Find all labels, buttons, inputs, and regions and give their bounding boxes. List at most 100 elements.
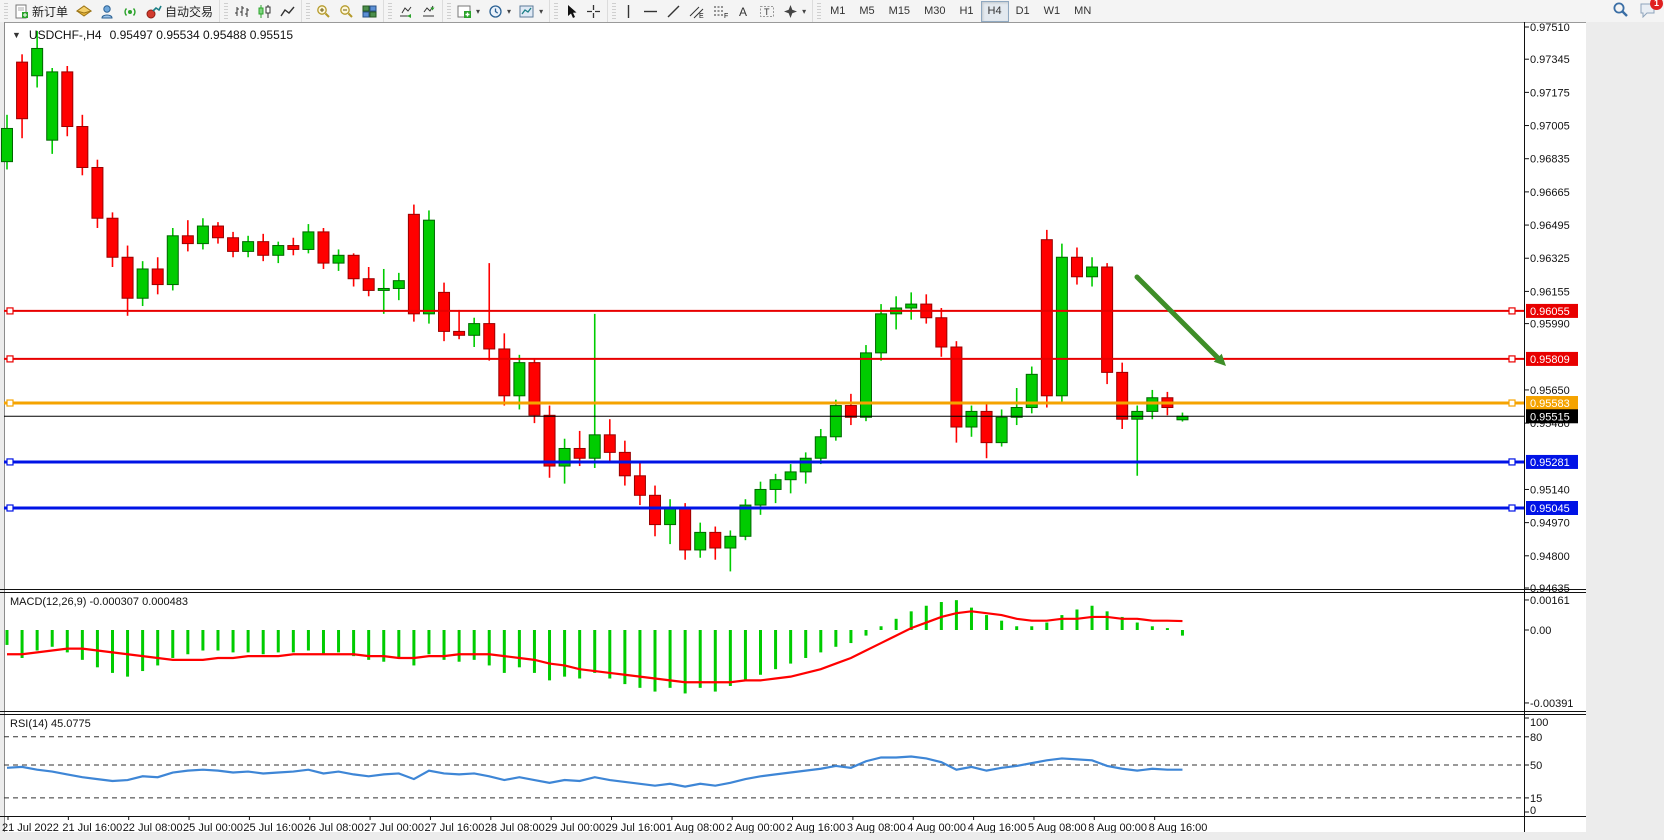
template-button[interactable]: ▾ xyxy=(515,0,547,22)
chart-background[interactable] xyxy=(4,22,1524,832)
time-tick-label: 8 Aug 00:00 xyxy=(1088,822,1147,834)
timeframe-m30-button[interactable]: M30 xyxy=(924,5,946,17)
candle-body xyxy=(453,330,466,336)
time-tick-label: 25 Jul 00:00 xyxy=(183,822,243,834)
line-handle[interactable] xyxy=(6,399,14,407)
price-tick-label: 0.97510 xyxy=(1530,22,1570,34)
candle-body xyxy=(257,241,270,256)
toolbar-group-handle xyxy=(447,3,452,19)
candle-body xyxy=(1146,397,1159,412)
candle-body xyxy=(166,235,179,286)
line-handle[interactable] xyxy=(1508,399,1516,407)
channel-button[interactable]: E xyxy=(685,0,709,22)
time-tick-label: 27 Jul 16:00 xyxy=(424,822,484,834)
line-handle[interactable] xyxy=(1508,307,1516,315)
dropdown-caret-icon[interactable]: ▾ xyxy=(507,6,512,16)
signal-button[interactable] xyxy=(119,0,142,22)
timeframe-m15-button[interactable]: M15 xyxy=(888,5,911,17)
price-tick-label: 0.96495 xyxy=(1530,220,1570,232)
notification-badge: 1 xyxy=(1650,0,1663,10)
dropdown-caret-icon[interactable]: ▾ xyxy=(802,6,807,16)
candle-body xyxy=(1101,266,1114,373)
auto-scroll-button[interactable] xyxy=(417,0,440,22)
line-handle[interactable] xyxy=(6,307,14,315)
toolbar-group-handle xyxy=(4,3,8,19)
price-badge-label: 0.95583 xyxy=(1530,398,1570,410)
line-handle[interactable] xyxy=(1508,504,1516,512)
dropdown-caret-icon[interactable]: ▾ xyxy=(476,6,481,16)
candle-body xyxy=(573,447,586,459)
price-axis[interactable]: 0.97510 0.97345 0.97175 0.97005 0.96835 0.966… xyxy=(1524,22,1578,832)
new-order-button[interactable]: 新订单 xyxy=(10,0,72,22)
zoom-in-button[interactable] xyxy=(312,0,335,22)
search-icon[interactable] xyxy=(1612,1,1629,21)
notifications-icon[interactable]: 1 xyxy=(1639,0,1663,21)
shift-end-button[interactable] xyxy=(394,0,417,22)
period-icon xyxy=(488,4,503,19)
horizontal-line-button[interactable] xyxy=(639,0,662,22)
line-handle[interactable] xyxy=(6,504,14,512)
timeframe-d1-button[interactable]: D1 xyxy=(1015,5,1030,17)
price-chart[interactable]: MACD(12,26,9) -0.000307 0.000483 RSI(14) … xyxy=(0,22,1664,840)
tile-windows-button[interactable] xyxy=(358,0,381,22)
arrow-annotation[interactable] xyxy=(1134,274,1226,366)
time-axis[interactable]: 21 Jul 2022 21 Jul 16:00 22 Jul 08:00 25 Ju… xyxy=(2,816,1207,834)
candle-body xyxy=(844,405,857,418)
rsi-tick-label: 80 xyxy=(1530,732,1542,744)
price-badge-label: 0.95809 xyxy=(1530,354,1570,366)
chart-window[interactable]: MACD(12,26,9) -0.000307 0.000483 RSI(14) … xyxy=(0,22,1664,840)
candle-body xyxy=(211,225,224,239)
candlestick-button[interactable] xyxy=(253,0,276,22)
timeframe-w1-button[interactable]: W1 xyxy=(1043,5,1061,17)
candle-body xyxy=(935,317,948,348)
chevron-down-icon[interactable]: ▼ xyxy=(12,30,21,40)
candle-body xyxy=(950,346,963,428)
candle-body xyxy=(332,254,345,264)
candle-body xyxy=(995,416,1008,444)
timeframe-m5-button[interactable]: M5 xyxy=(859,5,875,17)
cursor-button[interactable] xyxy=(560,0,582,22)
price-badge-label: 0.95281 xyxy=(1530,457,1570,469)
macd-tick-label: -0.00391 xyxy=(1530,698,1573,710)
timeframe-h1-button[interactable]: H1 xyxy=(959,5,974,17)
bar-chart-button[interactable] xyxy=(230,0,253,22)
line-handle[interactable] xyxy=(6,355,14,363)
crosshair-button[interactable] xyxy=(582,0,605,22)
toolbar-group-handle xyxy=(306,3,311,19)
text-button[interactable]: A xyxy=(733,0,755,22)
chart-ohlc-values: 0.95497 0.95534 0.95488 0.95515 xyxy=(109,28,294,42)
candle-body xyxy=(1025,373,1038,409)
rsi-tick-label: 0 xyxy=(1530,805,1536,817)
dropdown-caret-icon[interactable]: ▾ xyxy=(539,6,544,16)
period-button[interactable]: ▾ xyxy=(484,0,515,22)
add-indicator-button[interactable]: ▾ xyxy=(453,0,484,22)
line-chart-button[interactable] xyxy=(276,0,299,22)
arrows-button[interactable]: ▾ xyxy=(779,0,810,22)
timeframe-m1-button[interactable]: M1 xyxy=(830,5,846,17)
add-indicator-icon xyxy=(457,4,472,19)
label-button[interactable]: T xyxy=(755,0,779,22)
support-button[interactable] xyxy=(96,0,119,22)
candle-body xyxy=(317,231,330,264)
fibonacci-button[interactable]: F xyxy=(709,0,733,22)
shift-end-icon xyxy=(398,4,413,19)
price-badge-label: 0.95515 xyxy=(1530,411,1570,423)
template-icon xyxy=(519,4,535,19)
package-button[interactable] xyxy=(72,0,96,22)
autotrading-button[interactable]: 自动交易 xyxy=(142,0,217,22)
price-badge xyxy=(1526,396,1578,411)
price-tick-label: 0.96835 xyxy=(1530,154,1570,166)
trendline-button[interactable] xyxy=(662,0,685,22)
candle-body xyxy=(664,508,677,526)
zoom-out-button[interactable] xyxy=(335,0,358,22)
vertical-line-button[interactable] xyxy=(618,0,639,22)
timeframe-h4-button[interactable]: H4 xyxy=(980,0,1009,22)
new-order-label: 新订单 xyxy=(32,4,69,19)
candle-body xyxy=(513,362,526,397)
candle-body xyxy=(196,225,209,245)
line-handle[interactable] xyxy=(1508,355,1516,363)
line-handle[interactable] xyxy=(1508,458,1516,466)
line-handle[interactable] xyxy=(6,458,14,466)
timeframe-mn-button[interactable]: MN xyxy=(1074,5,1092,17)
price-tick-label: 0.97345 xyxy=(1530,54,1570,66)
